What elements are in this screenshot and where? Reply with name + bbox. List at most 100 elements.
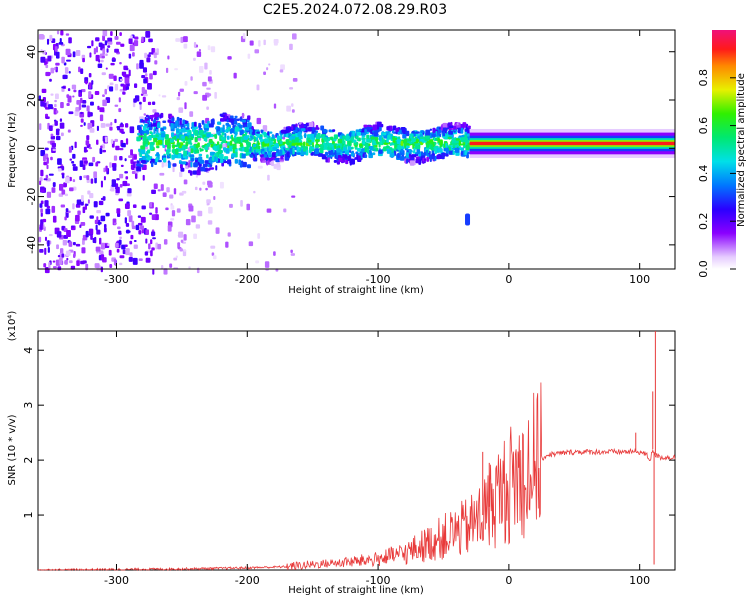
- noise-cell: [50, 67, 55, 74]
- noise-cell: [68, 111, 74, 115]
- trace-cell: [208, 123, 214, 128]
- noise-cell: [176, 97, 181, 101]
- trace-cell: [239, 117, 243, 121]
- trace-cell: [230, 134, 234, 138]
- trace-cell: [456, 122, 459, 126]
- noise-cell: [92, 156, 96, 163]
- noise-cell: [132, 52, 135, 57]
- trace-cell: [298, 136, 303, 140]
- noise-cell: [134, 95, 140, 102]
- colorbar-label: Normalized spectral amplitude: [736, 73, 747, 227]
- noise-cell: [56, 231, 62, 238]
- trace-cell: [285, 147, 290, 151]
- noise-cell: [67, 129, 71, 133]
- noise-cell: [290, 253, 295, 256]
- noise-cell: [116, 248, 120, 253]
- trace-cell: [343, 154, 348, 158]
- trace-cell: [244, 131, 248, 137]
- noise-cell: [254, 49, 260, 54]
- trace-cell: [145, 118, 149, 121]
- noise-cell: [71, 225, 75, 228]
- trace-cell: [162, 157, 167, 163]
- noise-cell: [74, 141, 77, 149]
- trace-cell: [229, 140, 233, 146]
- noise-cell: [61, 56, 65, 64]
- noise-cell: [207, 184, 213, 188]
- noise-cell: [88, 73, 92, 78]
- trace-cell: [410, 135, 413, 139]
- noise-cell: [140, 216, 146, 223]
- trace-cell: [206, 154, 209, 159]
- noise-cell: [109, 264, 113, 268]
- noise-cell: [82, 57, 85, 63]
- noise-cell: [80, 260, 85, 265]
- noise-cell: [100, 122, 106, 128]
- noise-cell: [207, 45, 211, 51]
- trace-cell: [442, 131, 446, 137]
- trace-cell: [449, 125, 454, 129]
- noise-cell: [41, 88, 47, 94]
- noise-cell: [89, 128, 95, 133]
- trace-cell: [249, 129, 253, 133]
- noise-cell: [119, 61, 122, 65]
- trace-cell: [448, 150, 454, 155]
- noise-cell: [151, 47, 154, 54]
- noise-cell: [78, 103, 82, 111]
- trace-cell: [145, 160, 149, 163]
- noise-cell: [161, 95, 167, 98]
- trace-cell: [216, 144, 220, 151]
- trace-cell: [268, 158, 273, 161]
- noise-cell: [90, 178, 94, 184]
- trace-cell: [149, 131, 153, 135]
- noise-cell: [85, 203, 89, 206]
- noise-cell: [110, 122, 113, 126]
- trace-cell: [387, 135, 391, 140]
- noise-cell: [93, 47, 97, 55]
- noise-cell: [88, 228, 94, 235]
- trace-cell: [262, 151, 265, 155]
- snr-line: [37, 382, 676, 571]
- trace-cell: [465, 137, 469, 143]
- noise-cell: [99, 237, 102, 245]
- noise-cell: [40, 222, 43, 230]
- noise-cell: [134, 36, 139, 40]
- noise-cell: [170, 218, 175, 221]
- noise-cell: [291, 195, 296, 198]
- noise-cell: [113, 258, 117, 266]
- trace-cell: [351, 150, 354, 154]
- trace-cell: [273, 138, 276, 144]
- noise-cell: [87, 111, 91, 118]
- trace-cell: [198, 153, 203, 157]
- noise-cell: [102, 48, 106, 55]
- trace-cell: [199, 159, 205, 164]
- trace-cell: [370, 136, 375, 140]
- trace-cell: [153, 128, 156, 134]
- y-tick-label: 0: [25, 145, 38, 152]
- trace-cell: [159, 114, 162, 119]
- noise-cell: [108, 249, 112, 256]
- noise-cell: [185, 219, 191, 226]
- noise-cell: [88, 82, 92, 89]
- trace-cell: [221, 136, 226, 141]
- noise-cell: [40, 49, 43, 52]
- noise-cell: [100, 254, 105, 261]
- trace-cell: [375, 147, 379, 152]
- trace-cell: [190, 157, 195, 162]
- trace-cell: [342, 147, 347, 151]
- noise-cell: [45, 208, 51, 215]
- trace-cell: [394, 144, 397, 149]
- noise-cell: [69, 158, 73, 161]
- line-band: [469, 141, 675, 146]
- trace-cell: [156, 123, 161, 129]
- noise-cell: [87, 199, 90, 204]
- noise-cell: [279, 69, 284, 73]
- trace-cell: [434, 142, 437, 145]
- noise-cell: [42, 49, 46, 55]
- trace-cell: [150, 144, 154, 150]
- noise-cell: [119, 155, 123, 161]
- trace-cell: [450, 121, 453, 126]
- noise-cell: [190, 76, 193, 81]
- noise-cell: [107, 41, 113, 45]
- trace-cell: [359, 143, 363, 147]
- y-tick-label: 1: [22, 512, 35, 519]
